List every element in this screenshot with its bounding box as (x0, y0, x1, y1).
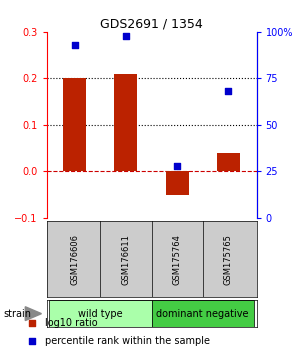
Text: dominant negative: dominant negative (157, 309, 249, 319)
Point (226, 88, 231, 94)
Point (175, 163, 179, 169)
Bar (217, 153, 240, 171)
Text: percentile rank within the sample: percentile rank within the sample (45, 336, 210, 346)
Polygon shape (25, 307, 41, 321)
Text: wild type: wild type (78, 309, 123, 319)
Point (124, 33, 128, 39)
Point (29, 338, 34, 344)
Title: GDS2691 / 1354: GDS2691 / 1354 (100, 18, 203, 31)
Text: GSM175764: GSM175764 (172, 234, 182, 285)
Point (29, 320, 34, 326)
Bar (166, 171, 189, 195)
Point (72, 42, 77, 48)
Bar (49, 300, 152, 327)
Bar (152, 300, 254, 327)
Text: log10 ratio: log10 ratio (45, 318, 98, 328)
Bar (63, 78, 86, 171)
Text: GSM176611: GSM176611 (122, 234, 130, 285)
Bar (114, 74, 137, 171)
Text: strain: strain (3, 309, 31, 319)
Text: GSM176606: GSM176606 (70, 234, 79, 285)
Text: GSM175765: GSM175765 (224, 234, 233, 285)
